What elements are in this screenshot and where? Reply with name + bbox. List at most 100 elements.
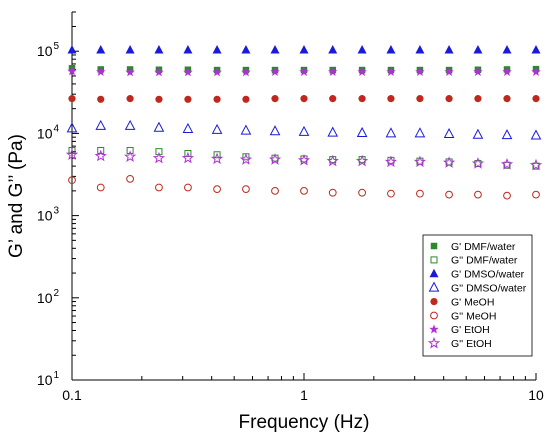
data-point <box>300 95 308 103</box>
data-point <box>67 45 77 54</box>
data-point <box>241 67 251 77</box>
legend-label: G' DMF/water <box>451 241 516 253</box>
data-point <box>415 66 425 76</box>
data-point <box>501 129 513 140</box>
y-tick-label: 103 <box>37 206 60 224</box>
legend-label: G' DMSO/water <box>451 269 525 281</box>
data-point <box>95 66 106 76</box>
data-point <box>444 66 454 76</box>
data-point <box>531 66 541 76</box>
data-point <box>213 185 221 194</box>
data-point <box>126 174 134 183</box>
data-point <box>65 148 79 160</box>
data-point <box>97 95 105 103</box>
data-point <box>125 67 135 77</box>
data-point <box>472 128 484 139</box>
series-4 <box>66 119 542 140</box>
data-point <box>298 125 310 136</box>
legend: G' DMF/water G'' DMF/water G' DMSO/water G'… <box>422 234 533 357</box>
data-point <box>529 158 543 171</box>
data-point <box>155 95 163 103</box>
y-tick-label: 102 <box>37 288 60 306</box>
series-6 <box>68 174 540 200</box>
legend-label: G'' EtOH <box>451 338 492 350</box>
data-point <box>242 95 250 103</box>
data-point <box>503 95 511 103</box>
data-point <box>413 155 427 168</box>
series-8 <box>65 148 543 171</box>
data-point <box>152 151 166 164</box>
data-point <box>299 45 309 54</box>
legend-label: G' MeOH <box>451 296 494 308</box>
legend-marker <box>430 297 438 306</box>
data-point <box>212 67 222 77</box>
data-point <box>327 126 339 137</box>
data-point <box>241 45 251 54</box>
data-point <box>154 67 164 77</box>
data-point <box>181 151 195 164</box>
legend-marker <box>430 242 438 250</box>
data-point <box>328 188 337 197</box>
data-point <box>503 191 511 200</box>
x-tick-label: 10 <box>528 387 544 403</box>
data-point <box>211 123 223 134</box>
data-point <box>212 45 222 54</box>
markers <box>65 45 543 200</box>
data-point <box>327 66 338 76</box>
data-point <box>502 45 512 54</box>
data-point <box>355 154 369 167</box>
data-point <box>387 95 395 103</box>
data-point <box>213 95 221 103</box>
data-point <box>384 155 398 168</box>
legend-label: G'' DMSO/water <box>451 283 527 295</box>
data-point <box>531 45 541 54</box>
x-tick-label: 0.1 <box>62 387 82 403</box>
data-point <box>387 189 395 198</box>
data-point <box>473 66 483 76</box>
data-point <box>297 153 311 166</box>
legend-marker <box>429 268 439 278</box>
data-point <box>126 146 134 154</box>
data-point <box>123 150 137 162</box>
data-point <box>473 45 483 54</box>
data-point <box>385 127 397 138</box>
y-tick-exponent: 3 <box>54 206 60 217</box>
data-point <box>184 149 192 157</box>
data-point <box>270 66 280 76</box>
legend-marker <box>429 324 439 334</box>
data-point <box>502 66 512 76</box>
y-axis-title: G’ and G’’ (Pa) <box>6 134 27 258</box>
data-point <box>328 45 338 54</box>
data-point <box>415 45 425 54</box>
data-point <box>530 129 542 140</box>
data-point <box>474 95 482 103</box>
data-point <box>329 95 337 103</box>
data-point <box>124 119 136 130</box>
data-point <box>357 45 367 54</box>
legend-marker <box>428 281 440 292</box>
x-axis-title: Frequency (Hz) <box>239 412 370 433</box>
data-point <box>66 122 78 133</box>
data-point <box>386 66 396 76</box>
legend-label: G'' DMF/water <box>451 255 518 267</box>
y-tick-exponent: 1 <box>54 370 60 381</box>
data-point <box>532 95 540 103</box>
y-tick-label: 101 <box>37 370 60 388</box>
data-point <box>414 127 426 138</box>
data-point <box>242 185 250 194</box>
data-point <box>95 119 107 130</box>
data-point <box>268 153 282 165</box>
data-point <box>126 95 134 103</box>
series-5 <box>68 95 540 103</box>
y-tick-exponent: 5 <box>54 41 60 52</box>
data-point <box>443 127 455 139</box>
data-point <box>474 190 482 199</box>
data-point <box>358 188 366 197</box>
legend-marker <box>430 256 438 264</box>
data-point <box>532 190 540 199</box>
y-tick-label: 105 <box>37 41 60 59</box>
series-3 <box>67 45 541 54</box>
data-point <box>153 121 165 132</box>
x-tick-label: 1 <box>300 387 308 403</box>
data-point <box>210 152 224 165</box>
